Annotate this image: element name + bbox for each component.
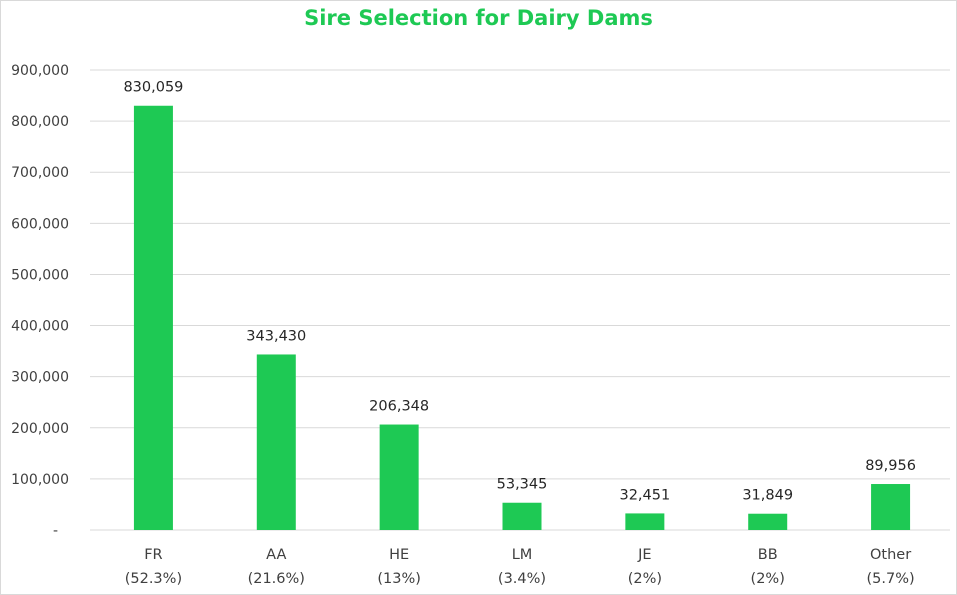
bar-je bbox=[625, 513, 665, 530]
category-percent-label: (2%) bbox=[628, 571, 662, 587]
category-label: LM bbox=[512, 547, 533, 563]
y-tick-label: 900,000 bbox=[11, 63, 69, 79]
y-tick-label: 800,000 bbox=[11, 114, 69, 130]
y-tick-label: 100,000 bbox=[11, 472, 69, 488]
data-label: 206,348 bbox=[369, 399, 429, 415]
chart-title: Sire Selection for Dairy Dams bbox=[304, 6, 653, 30]
y-axis-ticks: - 100,000 200,000 300,000 400,000 500,000 600,… bbox=[11, 63, 69, 539]
category-label: BB bbox=[758, 547, 778, 563]
y-tick-label: 300,000 bbox=[11, 370, 69, 386]
y-tick-label: - bbox=[53, 523, 58, 539]
bar-other bbox=[871, 484, 911, 530]
category-label: FR bbox=[144, 547, 162, 563]
data-labels: 830,059 343,430 206,348 53,345 32,451 31,849 8… bbox=[123, 80, 916, 504]
data-label: 32,451 bbox=[619, 487, 670, 503]
category-percent-label: (3.4%) bbox=[498, 571, 546, 587]
data-label: 31,849 bbox=[742, 488, 793, 504]
x-axis-categories: FR (52.3%) AA (21.6%) HE (13%) LM (3.4%) JE (2%) B… bbox=[125, 547, 915, 587]
category-percent-label: (52.3%) bbox=[125, 571, 182, 587]
bar-he bbox=[379, 424, 419, 530]
bar-bb bbox=[748, 513, 788, 530]
category-percent-label: (5.7%) bbox=[866, 571, 914, 587]
category-percent-label: (13%) bbox=[377, 571, 421, 587]
gridlines bbox=[90, 69, 950, 531]
data-label: 830,059 bbox=[123, 80, 183, 96]
category-percent-label: (2%) bbox=[751, 571, 785, 587]
category-label: HE bbox=[389, 547, 409, 563]
y-tick-label: 200,000 bbox=[11, 421, 69, 437]
category-label: AA bbox=[266, 547, 286, 563]
bar-lm bbox=[502, 502, 542, 530]
y-tick-label: 500,000 bbox=[11, 267, 69, 283]
y-tick-label: 400,000 bbox=[11, 319, 69, 335]
y-tick-label: 600,000 bbox=[11, 216, 69, 232]
bar-fr bbox=[133, 105, 173, 530]
data-label: 343,430 bbox=[246, 328, 306, 344]
category-percent-label: (21.6%) bbox=[248, 571, 305, 587]
data-label: 89,956 bbox=[865, 458, 916, 474]
category-label: Other bbox=[870, 547, 911, 563]
bars bbox=[133, 105, 911, 530]
data-label: 53,345 bbox=[497, 477, 548, 493]
bar-aa bbox=[256, 354, 296, 530]
y-tick-label: 700,000 bbox=[11, 165, 69, 181]
category-label: JE bbox=[637, 547, 651, 563]
